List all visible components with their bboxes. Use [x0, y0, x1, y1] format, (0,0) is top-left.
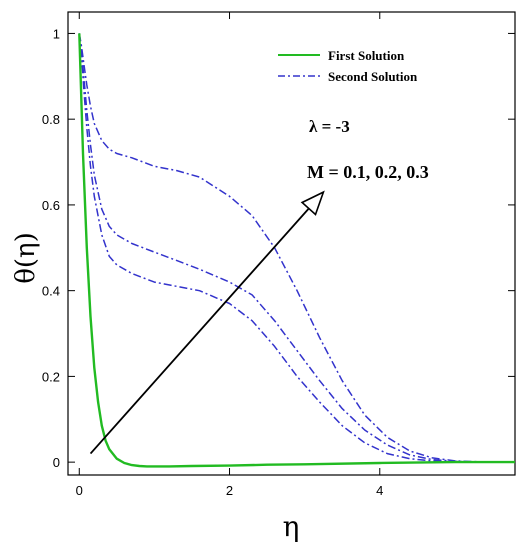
- arrow-layer: [89, 190, 325, 455]
- y-tick-label: 1: [53, 26, 60, 41]
- plot-frame: [67, 11, 516, 476]
- series-line-second-solution-2: [78, 33, 515, 463]
- annotation-m-values: M = 0.1, 0.2, 0.3: [307, 162, 429, 182]
- legend-label-second-solution: Second Solution: [328, 69, 418, 84]
- series-layer: [78, 33, 516, 468]
- axis-ticks: 0 2 4 0 0.2 0.4 0.6 0.8 1: [42, 12, 515, 498]
- y-tick-label: 0.2: [42, 369, 60, 384]
- x-tick-label: 4: [376, 483, 383, 498]
- annotation-lambda: λ = -3: [309, 117, 350, 136]
- series-line-first-solution: [78, 33, 515, 468]
- y-tick-label: 0: [53, 455, 60, 470]
- y-tick-label: 0.8: [42, 112, 60, 127]
- annotation-arrow-shaft: [89, 207, 310, 455]
- y-tick-label: 0.6: [42, 198, 60, 213]
- x-tick-label: 2: [226, 483, 233, 498]
- y-axis-title: θ(η): [11, 232, 41, 284]
- x-axis-title: η: [283, 510, 300, 543]
- y-tick-label: 0.4: [42, 284, 60, 299]
- legend: First Solution Second Solution: [278, 48, 418, 84]
- legend-label-first-solution: First Solution: [328, 48, 405, 63]
- series-line-second-solution-1: [78, 33, 515, 463]
- series-line-second-solution-3: [78, 33, 516, 463]
- annotation-arrow-head: [300, 190, 325, 216]
- x-tick-label: 0: [76, 483, 83, 498]
